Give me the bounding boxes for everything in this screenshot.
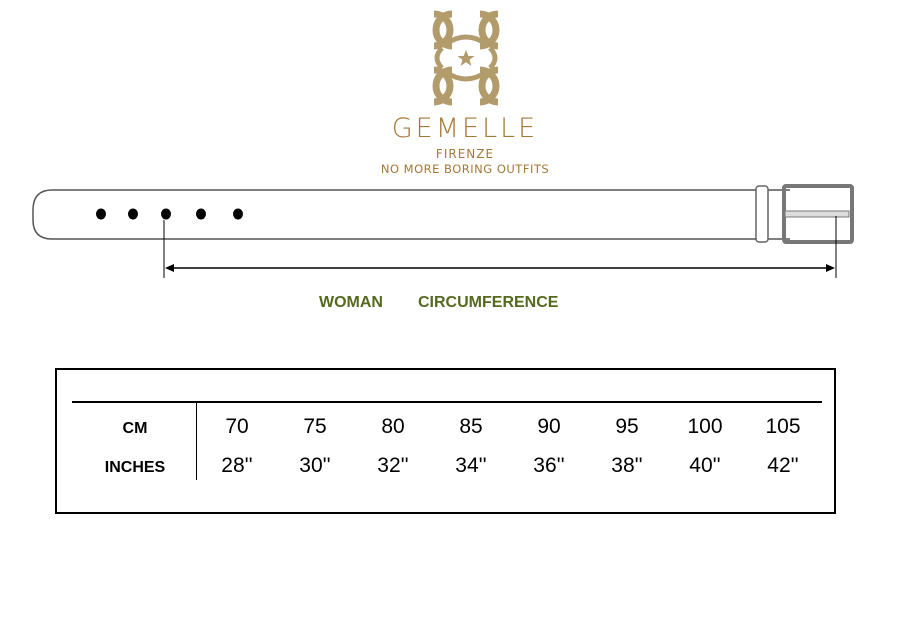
star-icon xyxy=(457,50,475,66)
brand-tagline: NO MORE BORING OUTFITS xyxy=(380,162,550,176)
belt-hole xyxy=(196,208,206,220)
inches-value: 42'' xyxy=(767,454,799,477)
cm-value: 80 xyxy=(381,415,405,438)
belt-holes xyxy=(96,208,243,220)
belt-hole xyxy=(96,208,106,220)
belt-hole xyxy=(128,208,138,220)
cm-value: 70 xyxy=(225,415,249,438)
cm-value: 90 xyxy=(537,415,561,438)
cm-value: 85 xyxy=(459,415,483,438)
inches-value: 28'' xyxy=(221,454,253,477)
inches-value: 36'' xyxy=(533,454,565,477)
row-label-cm: CM xyxy=(122,420,148,437)
gender-label: WOMAN xyxy=(319,294,383,311)
belt-illustration xyxy=(32,184,854,278)
belt-buckle xyxy=(782,184,854,244)
cm-value: 105 xyxy=(765,415,801,438)
arrow-left-icon xyxy=(165,264,174,272)
brand-city: FIRENZE xyxy=(435,147,495,161)
inches-value: 32'' xyxy=(377,454,409,477)
arrow-right-icon xyxy=(826,264,835,272)
table-divider xyxy=(72,401,822,403)
measure-label: CIRCUMFERENCE xyxy=(418,294,559,311)
gemelle-logo xyxy=(432,10,500,106)
inches-value: 38'' xyxy=(611,454,643,477)
inches-value: 40'' xyxy=(689,454,721,477)
inches-value: 30'' xyxy=(299,454,331,477)
inches-value: 34'' xyxy=(455,454,487,477)
belt-strap xyxy=(32,189,790,240)
brand-name: GEMELLE xyxy=(391,113,539,144)
table-column-divider xyxy=(196,402,197,480)
belt-loop xyxy=(755,185,769,243)
cm-value: 100 xyxy=(687,415,723,438)
row-label-inches: INCHES xyxy=(104,459,166,476)
belt-hole xyxy=(233,208,243,220)
size-table xyxy=(55,368,836,514)
buckle-prong xyxy=(784,210,850,218)
cm-value: 75 xyxy=(303,415,327,438)
belt-hole xyxy=(161,208,171,220)
cm-value: 95 xyxy=(615,415,639,438)
